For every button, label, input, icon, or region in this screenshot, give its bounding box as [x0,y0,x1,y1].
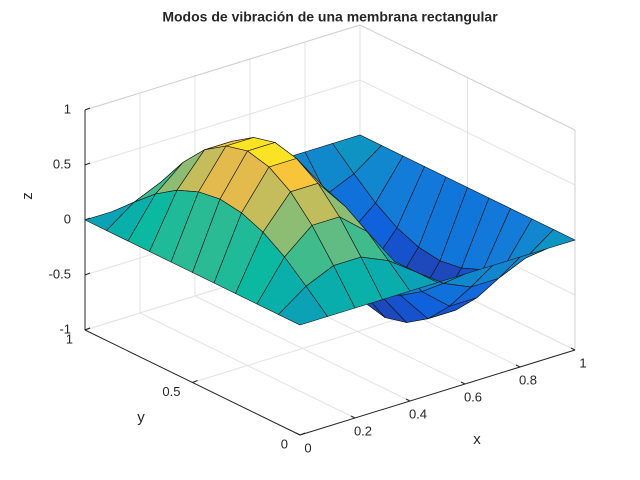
z-tick [84,327,91,331]
z-tick [84,272,91,276]
x-tick [295,432,301,436]
x-tick-label: 0.4 [409,406,427,421]
z-tick-label: 1 [64,101,71,116]
y-axis-label: y [137,409,145,426]
z-tick [84,107,91,111]
y-tick-label: 0 [281,436,288,451]
x-tick [405,398,411,402]
y-tick-label: 0.5 [162,384,180,399]
z-axis-label: z [19,192,36,200]
x-tick [460,381,466,385]
y-tick [192,380,198,383]
z-tick-label: -1 [59,321,71,336]
x-tick-label: 0.6 [464,389,482,404]
y-tick [299,432,306,436]
z-tick-label: 0 [64,211,71,226]
surface-face [277,285,328,326]
z-tick-label: -0.5 [49,266,71,281]
x-tick [350,415,356,419]
z-tick [84,162,91,166]
x-tick-label: 1 [579,355,586,370]
x-tick [515,364,521,368]
box-edge [359,24,576,131]
chart-title: Modos de vibración de una membrana recta… [162,9,498,25]
x-axis [299,349,576,436]
x-tick [570,347,576,351]
x-tick-label: 0 [304,440,311,455]
grid-line [359,79,576,186]
x-axis-label: x [473,431,481,448]
x-tick-label: 0.2 [354,423,372,438]
grid-line [84,79,361,166]
box-edge [84,24,361,111]
z-tick-label: 0.5 [53,156,71,171]
y-tick-label: 1 [66,331,73,346]
x-tick-label: 0.8 [519,372,537,387]
z-tick [84,217,91,221]
